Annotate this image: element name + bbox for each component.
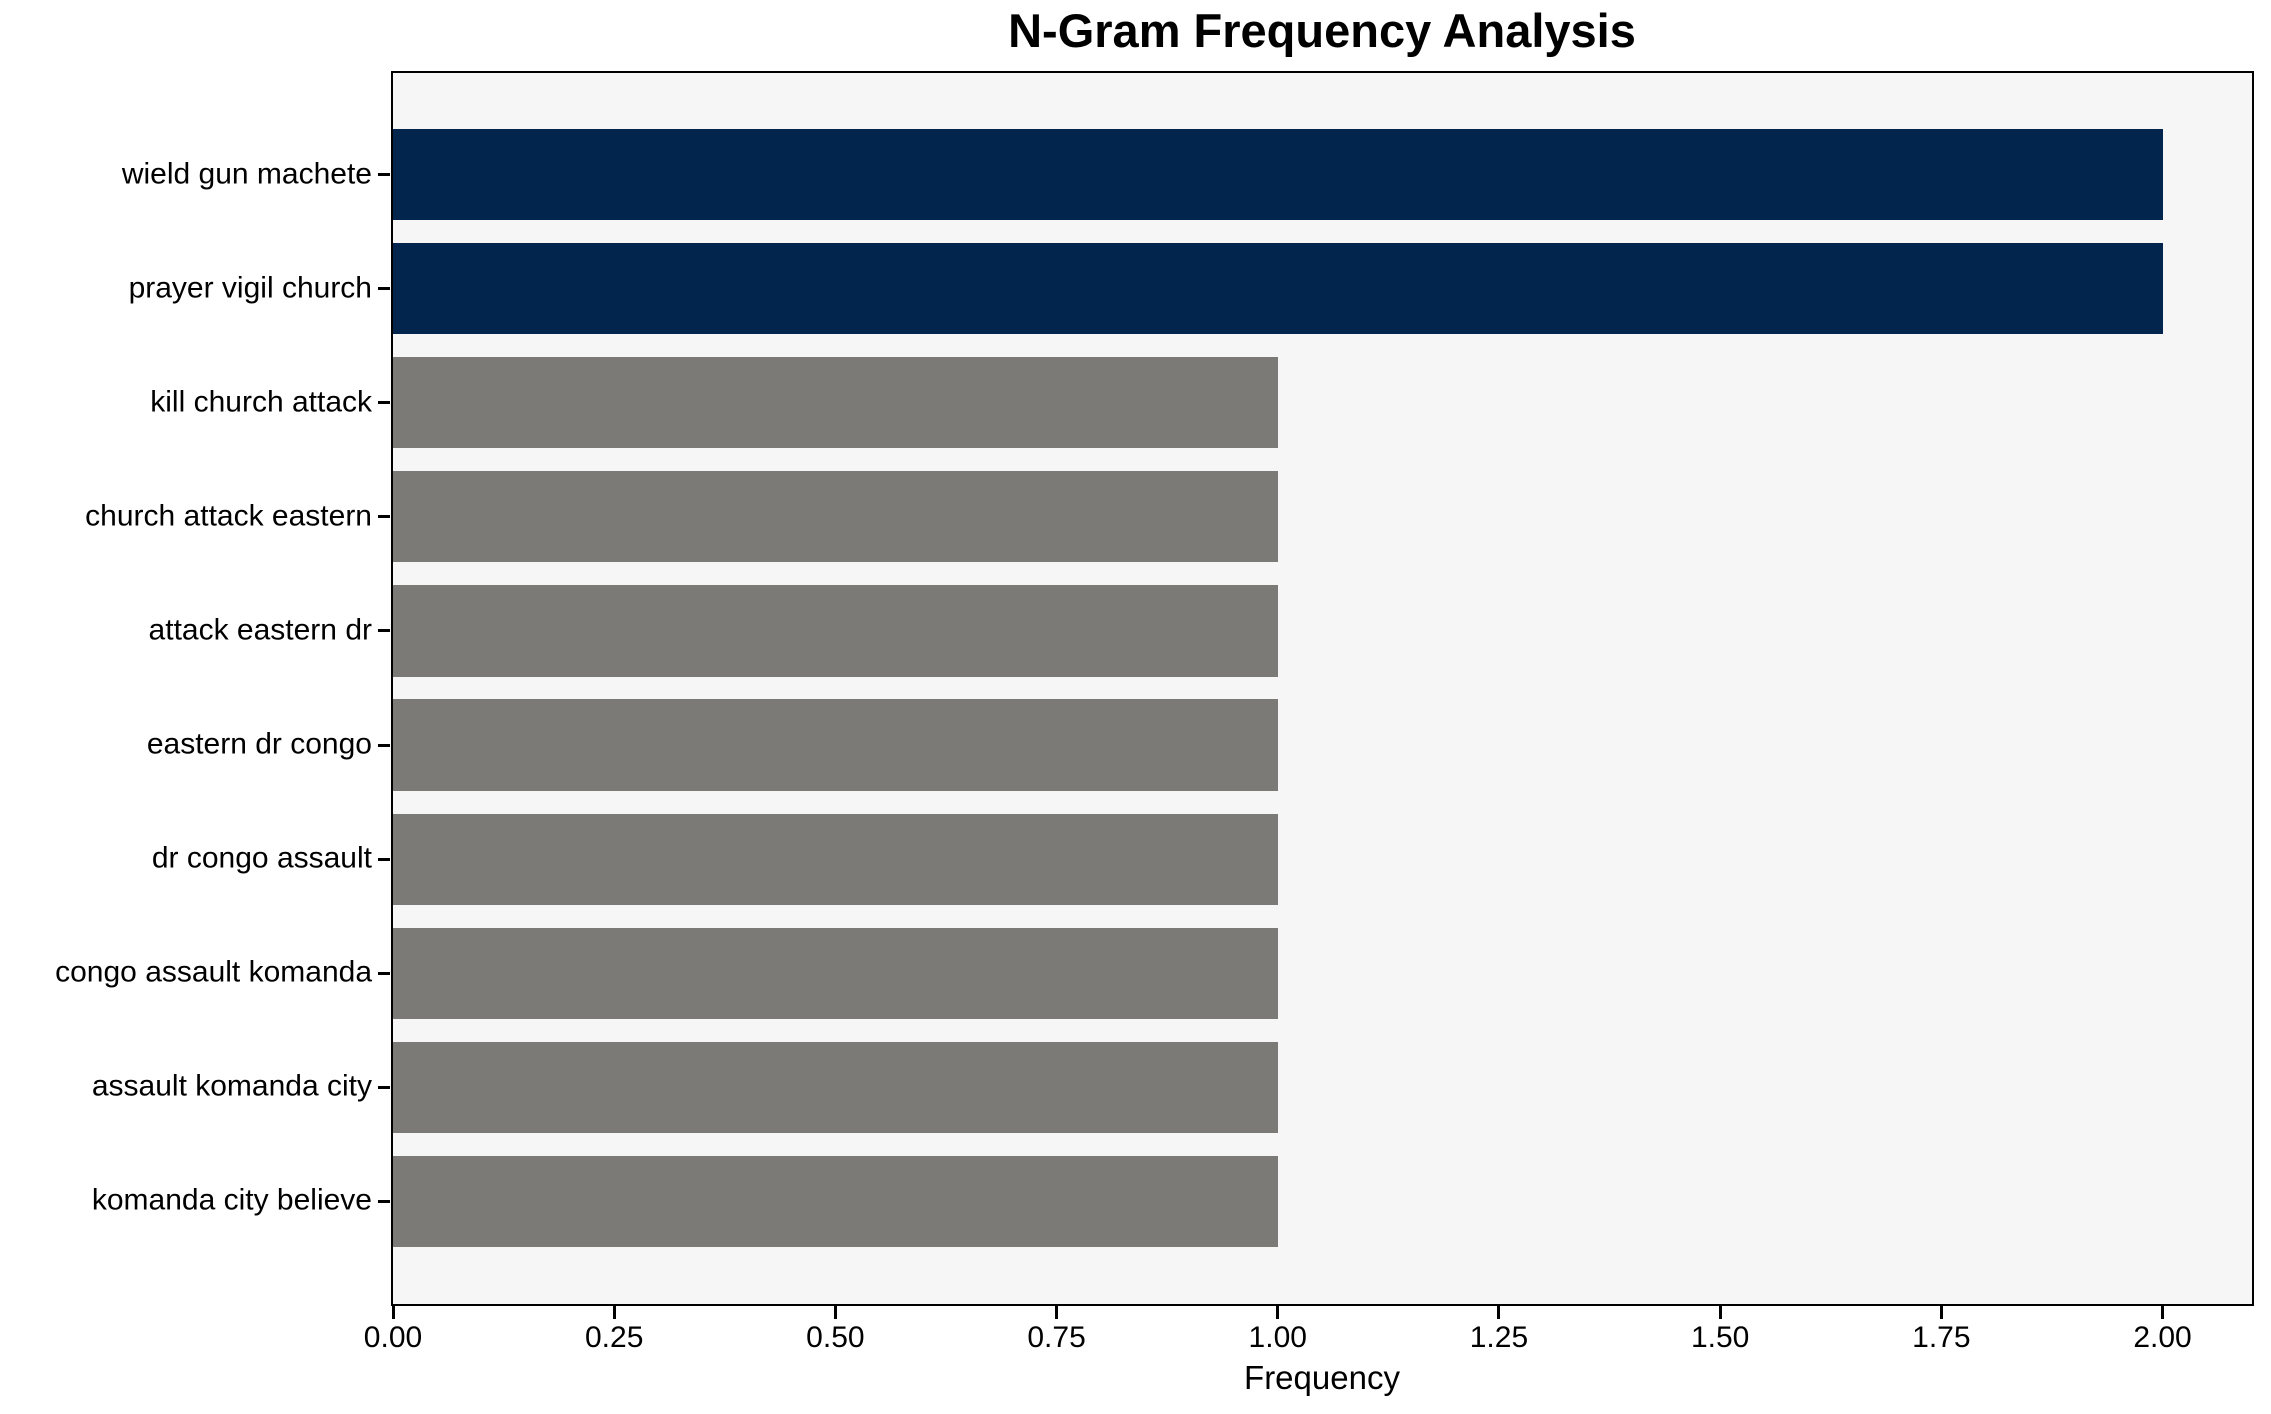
y-tick-label: prayer vigil church bbox=[128, 270, 372, 304]
y-tick-mark bbox=[378, 971, 390, 975]
x-tick-label: 1.00 bbox=[1248, 1320, 1307, 1354]
bar-congo-assault-komanda bbox=[393, 927, 1278, 1019]
x-tick-label: 0.25 bbox=[584, 1320, 644, 1354]
x-tick-mark bbox=[1055, 1305, 1059, 1319]
bar-assault-komanda-city bbox=[393, 1041, 1278, 1133]
bar-dr-congo-assault bbox=[393, 813, 1278, 905]
y-tick-label: eastern dr congo bbox=[146, 727, 372, 761]
bar-kill-church-attack bbox=[393, 357, 1278, 449]
x-tick-mark bbox=[2161, 1305, 2165, 1319]
y-tick-mark bbox=[378, 743, 390, 747]
y-tick-mark bbox=[378, 857, 390, 861]
x-tick-mark bbox=[1939, 1305, 1943, 1319]
y-tick-label: congo assault komanda bbox=[55, 955, 372, 989]
y-tick-mark bbox=[378, 1199, 390, 1203]
x-tick-label: 0.00 bbox=[363, 1320, 423, 1354]
y-tick-mark bbox=[378, 515, 390, 519]
x-tick-mark bbox=[1718, 1305, 1722, 1319]
x-tick-label: 1.50 bbox=[1690, 1320, 1750, 1354]
y-tick-mark bbox=[378, 173, 390, 177]
x-tick-mark bbox=[391, 1305, 395, 1319]
y-tick-label: dr congo assault bbox=[151, 841, 372, 875]
bar-wield-gun-machete bbox=[393, 128, 2163, 221]
bar-attack-eastern-dr bbox=[393, 585, 1278, 677]
chart-title: N-Gram Frequency Analysis bbox=[1008, 4, 1636, 57]
y-tick-label: assault komanda city bbox=[91, 1069, 372, 1103]
y-tick-label: komanda city believe bbox=[91, 1183, 372, 1217]
x-tick-mark bbox=[833, 1305, 837, 1319]
x-axis-label: Frequency bbox=[1244, 1359, 1400, 1396]
y-tick-label: wield gun machete bbox=[121, 156, 372, 190]
x-tick-label: 2.00 bbox=[2133, 1320, 2192, 1354]
y-tick-mark bbox=[378, 1085, 390, 1089]
bar-komanda-city-believe bbox=[393, 1155, 1278, 1248]
x-tick-label: 0.50 bbox=[806, 1320, 865, 1354]
x-tick-label: 0.75 bbox=[1027, 1320, 1086, 1354]
x-tick-label: 1.75 bbox=[1912, 1320, 1971, 1354]
x-tick-mark bbox=[612, 1305, 616, 1319]
bar-eastern-dr-congo bbox=[393, 699, 1278, 791]
x-tick-label: 1.25 bbox=[1469, 1320, 1529, 1354]
y-tick-mark bbox=[378, 629, 390, 633]
y-tick-label: church attack eastern bbox=[85, 499, 372, 533]
bar-church-attack-eastern bbox=[393, 471, 1278, 563]
y-tick-mark bbox=[378, 287, 390, 291]
x-tick-mark bbox=[1276, 1305, 1280, 1319]
bar-prayer-vigil-church bbox=[393, 243, 2163, 335]
y-tick-mark bbox=[378, 401, 390, 405]
y-tick-label: attack eastern dr bbox=[148, 613, 372, 647]
y-tick-label: kill church attack bbox=[150, 385, 372, 419]
x-tick-mark bbox=[1497, 1305, 1501, 1319]
